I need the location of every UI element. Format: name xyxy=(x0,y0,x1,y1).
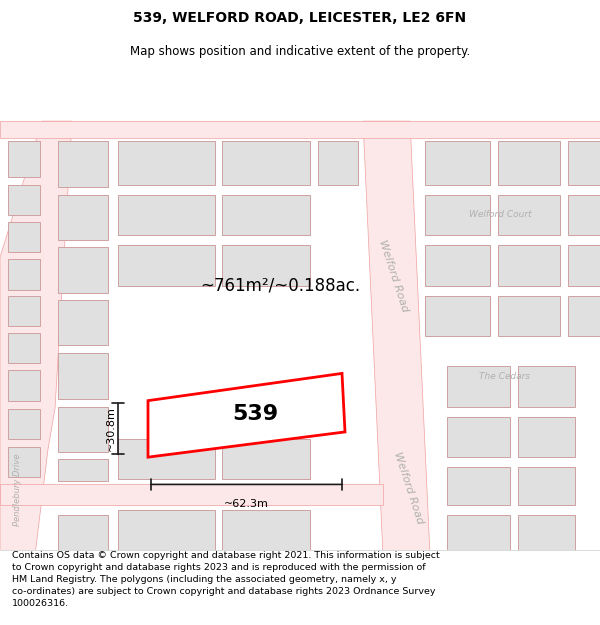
Text: Contains OS data © Crown copyright and database right 2021. This information is : Contains OS data © Crown copyright and d… xyxy=(12,551,440,608)
Polygon shape xyxy=(58,195,108,240)
Text: ~62.3m: ~62.3m xyxy=(224,499,269,509)
Polygon shape xyxy=(58,407,108,452)
Polygon shape xyxy=(58,141,108,187)
Polygon shape xyxy=(318,141,358,185)
Polygon shape xyxy=(118,141,215,185)
Polygon shape xyxy=(8,371,40,401)
Polygon shape xyxy=(0,121,72,555)
Polygon shape xyxy=(222,141,310,185)
Polygon shape xyxy=(222,195,310,235)
Polygon shape xyxy=(8,141,40,177)
Polygon shape xyxy=(8,259,40,289)
Polygon shape xyxy=(425,141,490,185)
Polygon shape xyxy=(118,439,215,479)
Text: Welford Road: Welford Road xyxy=(392,450,424,525)
Polygon shape xyxy=(118,195,215,235)
Text: Pendlebury Drive: Pendlebury Drive xyxy=(13,453,23,526)
Polygon shape xyxy=(498,296,560,336)
Polygon shape xyxy=(118,245,215,286)
Polygon shape xyxy=(425,245,490,286)
Polygon shape xyxy=(8,333,40,363)
Polygon shape xyxy=(447,417,510,457)
Polygon shape xyxy=(58,248,108,292)
Polygon shape xyxy=(58,514,108,550)
Polygon shape xyxy=(518,417,575,457)
Polygon shape xyxy=(58,353,108,399)
Polygon shape xyxy=(363,121,430,555)
Text: 539: 539 xyxy=(232,404,278,424)
Polygon shape xyxy=(498,195,560,235)
Polygon shape xyxy=(518,366,575,407)
Polygon shape xyxy=(118,509,215,550)
Polygon shape xyxy=(425,296,490,336)
Text: Welford Court: Welford Court xyxy=(469,211,532,219)
Polygon shape xyxy=(8,185,40,215)
Text: Map shows position and indicative extent of the property.: Map shows position and indicative extent… xyxy=(130,45,470,58)
Polygon shape xyxy=(8,447,40,478)
Text: 539, WELFORD ROAD, LEICESTER, LE2 6FN: 539, WELFORD ROAD, LEICESTER, LE2 6FN xyxy=(133,11,467,26)
Polygon shape xyxy=(8,296,40,326)
Polygon shape xyxy=(425,195,490,235)
Polygon shape xyxy=(498,245,560,286)
Polygon shape xyxy=(568,296,600,336)
Polygon shape xyxy=(58,300,108,345)
Text: The Cedars: The Cedars xyxy=(479,372,530,381)
Text: Welford Road: Welford Road xyxy=(377,238,409,313)
Polygon shape xyxy=(568,245,600,286)
Polygon shape xyxy=(568,195,600,235)
Polygon shape xyxy=(498,141,560,185)
Text: ~30.8m: ~30.8m xyxy=(106,406,116,451)
Polygon shape xyxy=(518,468,575,504)
Polygon shape xyxy=(222,509,310,550)
Polygon shape xyxy=(0,121,600,138)
Polygon shape xyxy=(222,439,310,479)
Polygon shape xyxy=(447,468,510,504)
Polygon shape xyxy=(8,222,40,253)
Polygon shape xyxy=(447,366,510,407)
Polygon shape xyxy=(222,245,310,286)
Polygon shape xyxy=(58,459,108,481)
Polygon shape xyxy=(8,409,40,439)
Polygon shape xyxy=(447,514,510,550)
Polygon shape xyxy=(0,484,383,504)
Polygon shape xyxy=(148,373,345,457)
Polygon shape xyxy=(568,141,600,185)
Text: ~761m²/~0.188ac.: ~761m²/~0.188ac. xyxy=(200,277,360,294)
Polygon shape xyxy=(518,514,575,550)
